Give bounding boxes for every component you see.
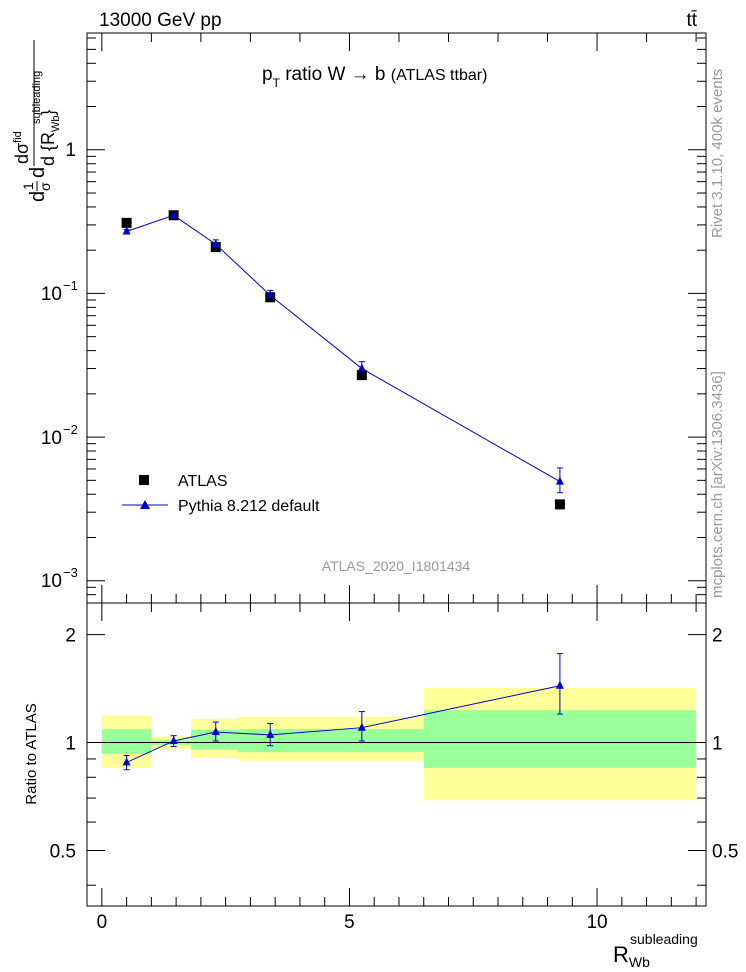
ylabel-sup: subleading [31,71,43,124]
ytick-label-0.001-exp: −3 [63,565,78,580]
ytick-label-0.01-exp: −2 [63,422,78,437]
xtick-label: 0 [97,912,108,933]
ratio-panel: 0.5 0.5 1 1 2 2 0 5 10 Ratio to ATLAS RWb suble… [23,602,739,970]
atlas-point [356,370,367,381]
mc-point [357,363,366,372]
legend-mc-marker [140,500,150,509]
title-paren: (ATLAS ttbar) [391,67,488,84]
xlabel-sub: Wb [629,954,650,970]
ylabel-dsigma: dσfid [12,131,32,164]
ytick-0.1-base: 10 [41,284,62,305]
ratio-point [122,757,131,766]
mc-point [211,239,220,248]
main-panel: pT ratio W → b (ATLAS ttbar) d 1 σ d dσf… [12,32,707,604]
ylabel-sigma: σ [37,182,53,191]
mc-point [169,210,178,219]
ratio-point [357,722,366,731]
ratio-ytick-label-right: 2 [712,626,723,647]
ratio-point [266,729,275,738]
title-pt: p [262,64,273,85]
mc-point [555,476,564,485]
atlas-point [554,499,565,510]
ratio-y-label: Ratio to ATLAS [23,703,40,804]
analysis-watermark: ATLAS_2020_I1801434 [322,558,471,574]
ytick-0.01-base: 10 [41,428,62,449]
main-y-tick-labels: 1 10 −1 10 −2 10 −3 [41,140,78,592]
mcplots-label: mcplots.cern.ch [arXiv:1306.3436] [709,371,726,598]
green-band [101,729,152,754]
ylabel-dR: d {R [38,132,58,166]
xlabel-sup: subleading [630,931,698,947]
ytick-label-0.01: 10 [41,428,62,449]
ytick-label-0.001: 10 [41,571,62,592]
ratio-ytick-label: 2 [65,626,76,647]
ylabel-close: } [38,109,58,115]
rivet-label: Rivet 3.1.10, 400k events [709,69,726,238]
ratio-point [211,726,220,735]
ylabel-d2: d [27,167,49,178]
title-arrow: → [351,64,370,85]
ylabel-dsigma-main: dσ [12,143,32,164]
ylabel-one: 1 [20,182,36,190]
mc-point [266,290,275,299]
title-b: b [370,64,391,85]
xlabel-R: R [613,942,629,967]
ylabel-d1: d [27,191,49,202]
ytick-0.001-base: 10 [41,571,62,592]
ratio-point [169,735,178,744]
atlas-point [121,217,132,228]
ratio-point [555,680,564,689]
mc-point [122,226,131,235]
ytick-label-1: 1 [65,140,76,161]
ratio-y-tick-labels: 0.5 0.5 1 1 2 2 [50,626,739,863]
ytick-label-0.1-exp: −1 [63,278,78,293]
ylabel-sub: Wb [50,115,62,132]
ytick-label-0.1: 10 [41,284,62,305]
main-data-layer [121,210,565,510]
xtick-label: 5 [344,912,355,933]
header-energy: 13000 GeV pp [99,10,222,31]
main-axis-ticks [87,33,706,604]
green-band [238,729,300,753]
ratio-ytick-label: 1 [65,734,76,755]
legend-atlas-marker [139,475,149,485]
ytick-1-base: 1 [65,140,76,161]
green-band [423,710,697,768]
ratio-axis-ticks [87,603,706,906]
ratio-plot-frame [86,602,707,907]
ratio-x-tick-labels: 0 5 10 [97,912,608,933]
x-axis-label: RWb [613,942,650,970]
ratio-line [126,685,561,763]
ratio-ytick-label-right: 1 [712,734,723,755]
main-plot-frame [86,32,707,604]
title-pt-sub: T [273,76,281,90]
main-y-label: d 1 σ d dσfid d {RWb} subleading [12,40,62,202]
legend: ATLAS Pythia 8.212 default [122,473,320,515]
header-process: tt̄ [686,10,697,31]
ratio-data-layer [122,653,564,771]
ylabel-fid: fid [12,131,24,143]
ylabel-den: d {RWb} [38,109,62,166]
main-title: pT ratio W → b (ATLAS ttbar) [262,64,487,90]
title-ratio: ratio W [280,64,351,85]
ratio-ytick-label-right: 0.5 [712,841,738,862]
xtick-label: 10 [586,912,607,933]
ratio-uncertainty-bands [101,687,697,801]
legend-mc-label: Pythia 8.212 default [178,498,320,515]
legend-atlas-label: ATLAS [178,473,228,490]
mc-line [126,214,561,483]
ratio-ytick-label: 0.5 [50,841,76,862]
